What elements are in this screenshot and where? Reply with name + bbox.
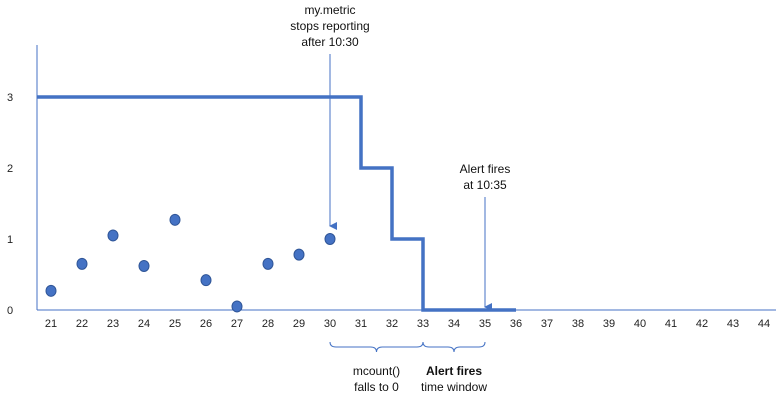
x-tick-label: 34 [448, 318, 460, 330]
brace [329, 341, 424, 353]
y-tick-labels: 0 1 2 3 [7, 92, 13, 317]
data-point [107, 229, 119, 242]
x-tick-labels: 21 22 23 24 25 26 27 28 29 30 31 32 33 34 35 36 37 38 39 40… [45, 318, 770, 330]
x-tick-label: 24 [138, 318, 150, 330]
annotation-text: Alert fires [460, 162, 511, 176]
x-tick-label: 32 [386, 318, 398, 330]
x-tick-label: 37 [541, 318, 553, 330]
annotation-text: stops reporting [290, 19, 369, 33]
y-tick-label: 3 [7, 92, 13, 104]
x-tick-label: 33 [417, 318, 429, 330]
brace-label: Alert fires [426, 364, 482, 378]
series [37, 95, 516, 313]
x-tick-label: 36 [510, 318, 522, 330]
brace-label: mcount() [353, 364, 400, 378]
brace-label: time window [421, 380, 487, 394]
x-tick-label: 27 [231, 318, 243, 330]
x-tick-label: 21 [45, 318, 57, 330]
data-point [138, 259, 150, 272]
x-tick-label: 23 [107, 318, 119, 330]
x-tick-label: 44 [758, 318, 770, 330]
data-point [262, 257, 274, 270]
data-point [293, 248, 305, 261]
x-tick-label: 42 [696, 318, 708, 330]
data-point [76, 257, 88, 270]
x-tick-label: 26 [200, 318, 212, 330]
x-tick-label: 35 [479, 318, 491, 330]
annotation-text: at 10:35 [463, 178, 507, 192]
brace [422, 341, 486, 353]
y-tick-label: 1 [7, 234, 13, 246]
data-point [200, 274, 212, 287]
axes [36, 45, 776, 311]
x-tick-label: 41 [665, 318, 677, 330]
annotations: my.metric stops reporting after 10:30 Alert… [290, 3, 511, 311]
x-tick-label: 38 [572, 318, 584, 330]
x-tick-label: 25 [169, 318, 181, 330]
x-tick-label: 28 [262, 318, 274, 330]
data-point [324, 233, 336, 245]
brace-label: falls to 0 [354, 380, 399, 394]
x-tick-label: 29 [293, 318, 305, 330]
x-tick-label: 39 [603, 318, 615, 330]
x-tick-label: 31 [355, 318, 367, 330]
x-tick-label: 30 [324, 318, 336, 330]
x-tick-label: 43 [727, 318, 739, 330]
data-point [231, 300, 243, 313]
annotation-text: my.metric [304, 3, 355, 17]
data-point [169, 213, 181, 226]
step-line [37, 95, 516, 312]
x-tick-label: 40 [634, 318, 646, 330]
data-point [45, 284, 57, 297]
braces: mcount() falls to 0 Alert fires time window [329, 341, 487, 394]
y-tick-label: 2 [7, 163, 13, 175]
annotation-text: after 10:30 [301, 35, 359, 49]
y-tick-label: 0 [7, 305, 13, 317]
x-tick-label: 22 [76, 318, 88, 330]
